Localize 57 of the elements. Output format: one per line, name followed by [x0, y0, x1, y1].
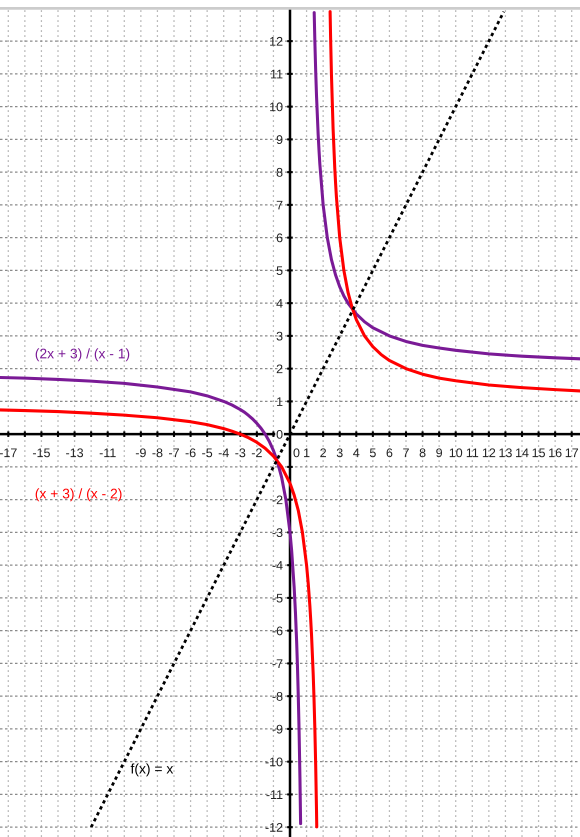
x-tick-label: 12	[482, 448, 496, 458]
x-tick-label: 7	[403, 448, 409, 458]
y-tick-label: 9	[276, 135, 282, 144]
x-tick-label: 13	[499, 448, 512, 458]
x-tick-label: -6	[186, 448, 196, 458]
x-tick-label: 2	[320, 448, 326, 458]
x-tick-label: 14	[516, 448, 529, 458]
x-tick-label: -13	[66, 448, 84, 458]
text: (x + 3) / (x - 2)	[36, 488, 122, 502]
y-tick-label: 4	[276, 299, 283, 308]
y-tick-label: -7	[272, 659, 282, 668]
y-tick-label: -8	[272, 692, 283, 701]
x-tick-label: -3	[235, 448, 246, 458]
x-tick-label: 17	[566, 448, 578, 458]
x-tick-label: 11	[466, 448, 478, 458]
x-tick-label: -17	[0, 448, 17, 458]
y-tick-label: -6	[272, 626, 283, 636]
x-tick-label: -8	[152, 448, 162, 458]
series-label: f(x) = x	[130, 763, 174, 776]
x-tick-label: 6	[386, 448, 392, 458]
x-tick-label: 0	[293, 448, 300, 458]
x-tick-label: 9	[436, 448, 442, 458]
x-tick-label: 10	[450, 448, 462, 458]
x-tick-label: 8	[420, 448, 426, 458]
x-tick-label: -9	[136, 448, 146, 458]
y-tick-label: -5	[272, 594, 283, 603]
x-tick-label: 16	[549, 448, 562, 458]
x-tick-label: -5	[202, 448, 212, 458]
y-tick-label: 6	[276, 233, 283, 242]
y-tick-label: 0	[276, 430, 283, 439]
y-tick-label: 2	[276, 364, 282, 374]
y-tick-label: 12	[270, 36, 282, 46]
x-tick-label: 5	[370, 448, 376, 458]
x-tick-label: -7	[169, 448, 179, 458]
y-tick-label: -9	[272, 724, 282, 734]
y-tick-label: -4	[272, 561, 283, 570]
y-tick-label: -2	[272, 495, 282, 504]
x-tick-label: -15	[32, 448, 50, 458]
x-tick-label: -4	[218, 448, 229, 458]
x-tick-label: 3	[336, 448, 343, 458]
y-tick-label: 10	[270, 102, 283, 112]
series-label: (2x + 3) / (x - 1)	[36, 348, 130, 362]
x-tick-label: 4	[353, 448, 360, 458]
x-tick-label: -11	[100, 448, 116, 458]
x-tick-label: -2	[252, 448, 262, 458]
y-tick-label: 11	[271, 70, 282, 78]
y-tick-label: -11	[266, 790, 282, 799]
y-tick-label: -10	[266, 757, 283, 766]
x-tick-label: 15	[532, 448, 545, 458]
y-tick-label: -12	[266, 822, 282, 832]
y-tick-label: 3	[276, 332, 283, 341]
y-tick-label: 5	[276, 266, 283, 276]
y-tick-label: 7	[276, 200, 282, 210]
x-tick-label: 1	[304, 448, 310, 458]
y-tick-label: 8	[276, 168, 283, 177]
y-tick-label: -3	[272, 528, 283, 538]
y-tick-label: 1	[277, 397, 282, 406]
